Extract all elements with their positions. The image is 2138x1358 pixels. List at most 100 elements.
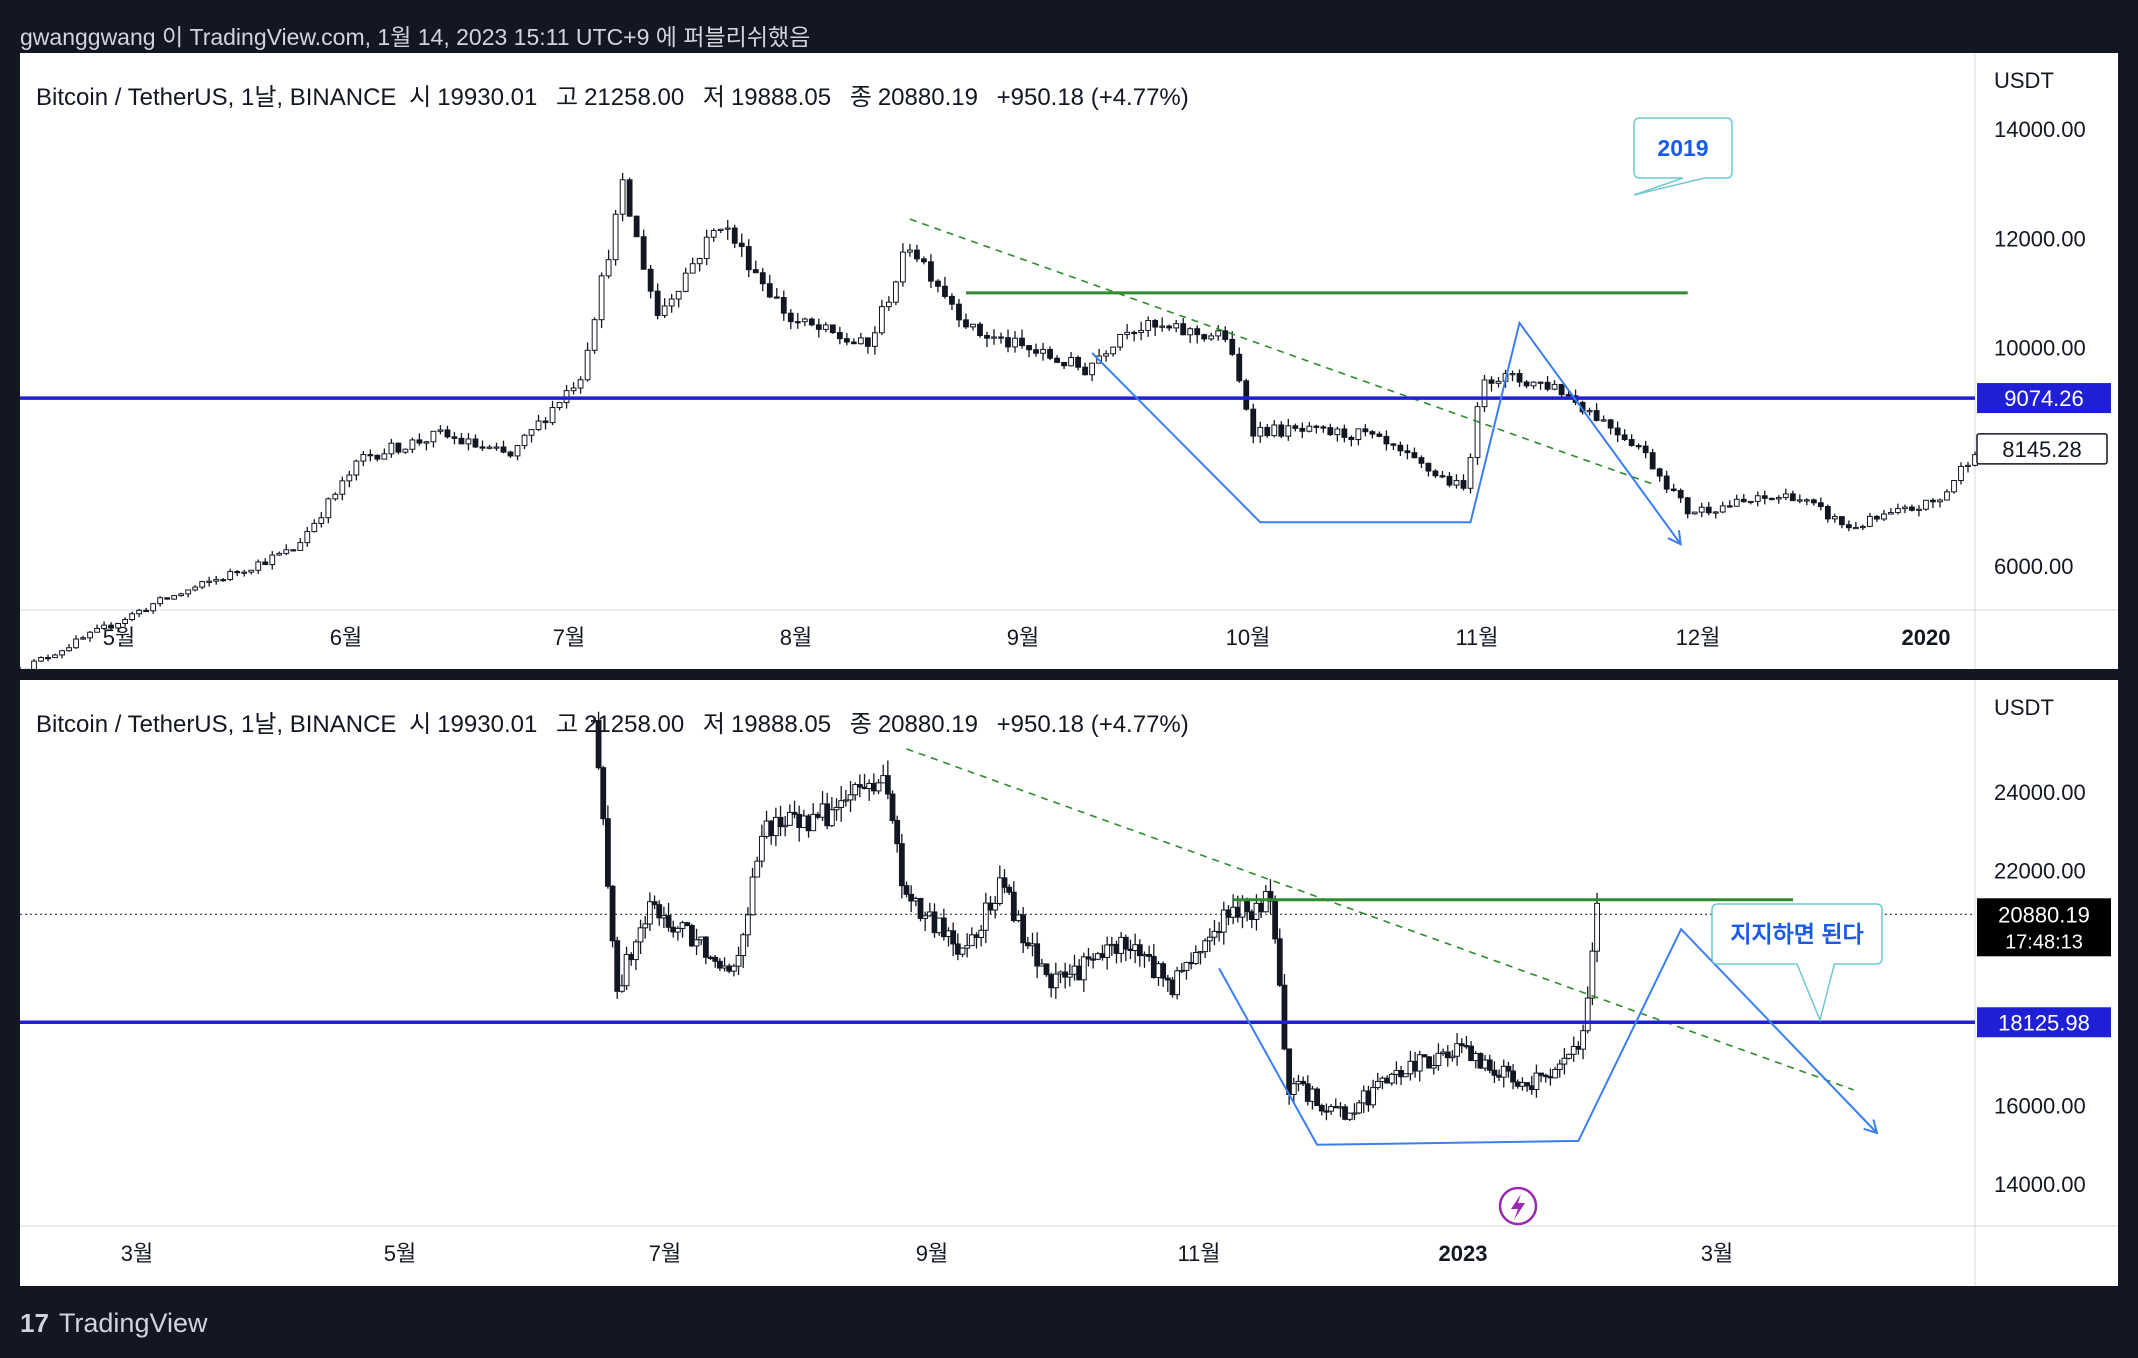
- chart-panel-2023[interactable]: USDT 24000.00 22000.00 16000.00 14000.00 3월 5월…: [20, 680, 2118, 1286]
- candle: [954, 933, 961, 961]
- candle-series[interactable]: [591, 711, 1600, 1122]
- candle: [115, 622, 122, 633]
- candle: [1243, 378, 1250, 411]
- candle: [1376, 431, 1383, 438]
- candle: [1122, 934, 1129, 962]
- candle: [679, 920, 686, 938]
- chart-panel-2019[interactable]: USDT 14000.00 12000.00 10000.00 6000.00 5월 6월 7…: [20, 53, 2118, 669]
- candle: [885, 296, 892, 311]
- candle: [1043, 963, 1050, 977]
- candle: [903, 881, 910, 898]
- candle: [444, 425, 451, 439]
- tradingview-brand[interactable]: 17 TradingView: [20, 1308, 208, 1339]
- candle: [1047, 346, 1053, 361]
- candle: [1747, 500, 1754, 505]
- candle: [1500, 1059, 1507, 1088]
- candle: [914, 244, 920, 263]
- legend-change: +950.18 (+4.77%): [996, 84, 1189, 111]
- candle: [1556, 1059, 1563, 1078]
- candle: [1589, 942, 1596, 1006]
- candle-series[interactable]: [20, 172, 1978, 669]
- candle: [1390, 443, 1397, 450]
- candle: [738, 233, 745, 257]
- candle: [698, 936, 705, 946]
- candle: [1318, 1103, 1325, 1116]
- candle: [1048, 972, 1055, 998]
- candle: [1412, 1051, 1418, 1078]
- candle: [1388, 1072, 1395, 1086]
- candle: [1075, 355, 1081, 371]
- candle: [1089, 362, 1095, 382]
- candle: [1152, 318, 1159, 336]
- candle: [1029, 932, 1036, 957]
- candle: [1351, 1103, 1358, 1121]
- legend-low: 저 19888.05: [702, 711, 832, 738]
- candle: [628, 952, 635, 966]
- candle: [1229, 331, 1236, 357]
- candle: [136, 608, 143, 618]
- candle: [766, 274, 773, 299]
- candle: [1188, 952, 1195, 970]
- candle: [178, 592, 185, 597]
- candle: [1432, 469, 1439, 478]
- candle: [213, 575, 220, 585]
- candle: [646, 892, 653, 931]
- projection-path: [1218, 927, 1878, 1146]
- candle: [861, 773, 868, 790]
- callout-bubble: [1711, 903, 1883, 1023]
- candle: [1141, 951, 1148, 968]
- candle: [1740, 493, 1747, 503]
- candle: [192, 585, 199, 592]
- candle: [514, 445, 521, 461]
- candle: [926, 902, 933, 918]
- candle: [1958, 462, 1964, 485]
- lightning-icon: [1511, 1194, 1525, 1220]
- ohlc-legend: Bitcoin / TetherUS, 1날, BINANCE 시 19930.0…: [36, 77, 1195, 112]
- candle: [542, 417, 549, 430]
- candle: [772, 807, 779, 847]
- candle: [1421, 1054, 1428, 1058]
- candle: [276, 551, 283, 556]
- last-price-badge: [1977, 898, 2111, 957]
- candle: [458, 433, 465, 445]
- candle: [1677, 488, 1684, 503]
- candle: [1435, 1043, 1442, 1071]
- candle: [801, 317, 808, 326]
- legend-change: +950.18 (+4.77%): [996, 711, 1189, 738]
- candle: [1845, 520, 1852, 532]
- candle: [1810, 498, 1817, 506]
- candle: [1482, 1054, 1488, 1072]
- legend-close: 종 20880.19: [849, 84, 978, 111]
- candle: [878, 299, 885, 336]
- candle: [1082, 362, 1088, 376]
- candle: [1824, 504, 1831, 523]
- candle: [950, 922, 957, 957]
- chart-canvas-2019[interactable]: USDT 14000.00 12000.00 10000.00 6000.00 5월 6월 7…: [20, 53, 2118, 669]
- candle: [724, 219, 731, 240]
- candle: [1178, 963, 1185, 973]
- candle: [255, 559, 262, 574]
- candle: [416, 433, 423, 446]
- candle: [1236, 347, 1243, 383]
- candle: [1575, 1041, 1582, 1055]
- candle: [1425, 462, 1432, 477]
- candle: [52, 653, 58, 659]
- candle: [1789, 490, 1796, 502]
- last-price-badge: [1976, 433, 2108, 465]
- candle: [977, 321, 983, 338]
- candle: [752, 260, 759, 274]
- candle: [1670, 483, 1677, 492]
- candle: [1635, 443, 1642, 450]
- candle: [1909, 504, 1915, 512]
- time-tick-label: 6월: [330, 625, 362, 650]
- candle: [1295, 1074, 1302, 1092]
- support-price-badge: [1977, 1007, 2111, 1038]
- candle: [703, 229, 710, 266]
- candle: [1257, 421, 1264, 443]
- candle: [1416, 1050, 1423, 1082]
- candle: [1446, 472, 1453, 488]
- candle: [730, 963, 737, 977]
- chart-canvas-2023[interactable]: USDT 24000.00 22000.00 16000.00 14000.00 3월 5월…: [20, 680, 2118, 1286]
- candle: [1155, 961, 1162, 986]
- candle: [1062, 962, 1069, 989]
